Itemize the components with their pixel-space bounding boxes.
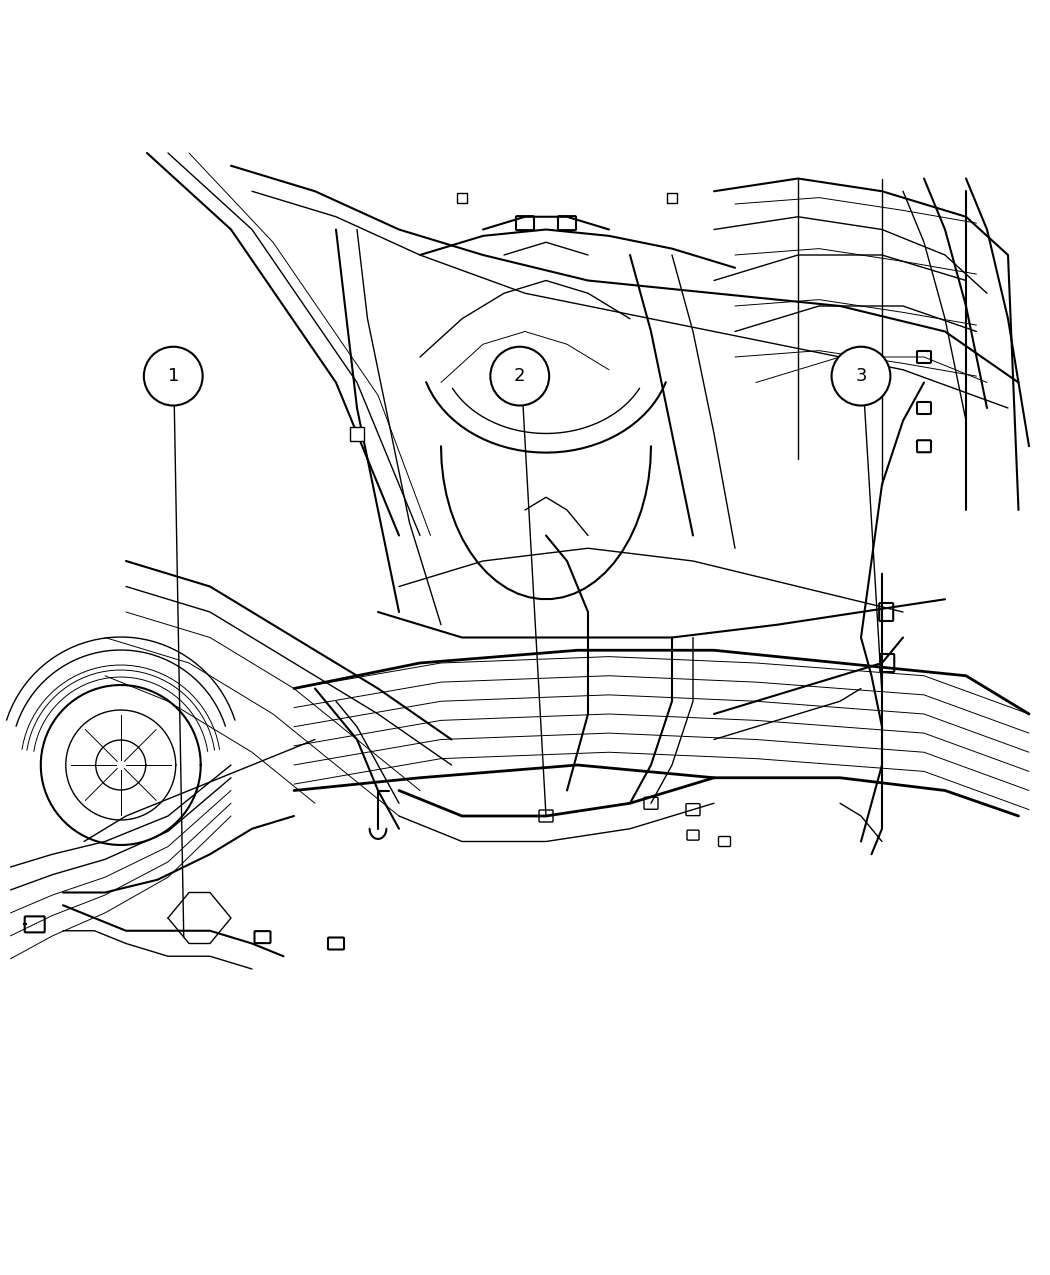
FancyBboxPatch shape [254,931,271,944]
FancyBboxPatch shape [917,402,931,414]
FancyBboxPatch shape [718,836,731,847]
Circle shape [144,347,203,405]
Text: 1: 1 [168,367,178,385]
Text: 3: 3 [856,367,866,385]
FancyBboxPatch shape [25,917,45,932]
Bar [457,193,467,203]
FancyBboxPatch shape [558,217,576,230]
FancyBboxPatch shape [917,440,931,453]
FancyBboxPatch shape [686,803,700,816]
FancyBboxPatch shape [687,830,699,840]
FancyBboxPatch shape [879,603,894,621]
FancyBboxPatch shape [516,217,534,230]
FancyBboxPatch shape [644,797,658,810]
FancyBboxPatch shape [328,937,344,950]
Bar [667,193,677,203]
FancyBboxPatch shape [917,351,931,363]
Bar [350,427,364,440]
FancyBboxPatch shape [880,654,895,672]
FancyBboxPatch shape [539,810,553,822]
Text: 2: 2 [514,367,525,385]
Circle shape [490,347,549,405]
Circle shape [832,347,890,405]
